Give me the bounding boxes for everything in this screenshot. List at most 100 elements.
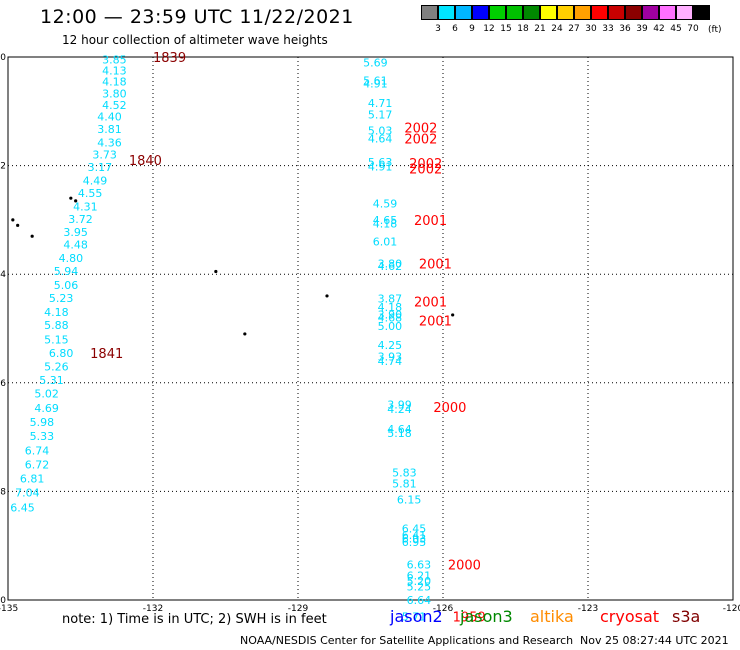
wave-height-label: 5.17 bbox=[368, 109, 393, 122]
x-tick-label: -123 bbox=[578, 604, 598, 614]
scale-label: 30 bbox=[585, 24, 597, 34]
pass-time-label: 2000 bbox=[433, 401, 466, 416]
wave-height-label: 6.21 bbox=[407, 570, 432, 583]
wave-height-label: 4.65 bbox=[373, 214, 398, 227]
wave-height-label: 5.15 bbox=[44, 333, 69, 346]
pass-time-label: 1959 bbox=[453, 610, 486, 625]
wave-height-label: 6.64 bbox=[407, 594, 432, 607]
wave-height-label: 5.31 bbox=[39, 374, 64, 387]
wave-height-label: 3.90 bbox=[378, 308, 403, 321]
satellite-legend-jason3: jason3 bbox=[460, 607, 513, 626]
island-marker bbox=[69, 196, 73, 200]
pass-time-label: 2002 bbox=[409, 157, 442, 172]
wave-height-label: 4.24 bbox=[387, 403, 412, 416]
wave-height-label: 4.13 bbox=[102, 65, 127, 78]
wave-height-label: 5.23 bbox=[49, 292, 74, 305]
wave-height-label: 4.18 bbox=[44, 306, 69, 319]
wave-height-label: 3.87 bbox=[378, 293, 403, 306]
satellite-legend-cryosat: cryosat bbox=[600, 607, 660, 626]
satellite-legend-jason2: jason2 bbox=[390, 607, 443, 626]
wave-height-label: 4.52 bbox=[102, 99, 127, 112]
wave-height-label: 4.71 bbox=[368, 97, 393, 110]
wave-height-label: 5.83 bbox=[392, 466, 417, 479]
island-marker bbox=[451, 313, 455, 317]
island-marker bbox=[325, 294, 329, 298]
wave-height-label: 5.81 bbox=[392, 477, 417, 490]
wave-height-label: 5.94 bbox=[54, 265, 79, 278]
scale-swatch bbox=[540, 5, 557, 20]
wave-height-label: 6.03 bbox=[402, 533, 427, 546]
scale-label: 33 bbox=[602, 24, 614, 34]
wave-height-label: 3.17 bbox=[88, 161, 113, 174]
wave-height-label: 3.80 bbox=[378, 257, 403, 270]
pass-time-label: 2001 bbox=[414, 295, 447, 310]
island-marker bbox=[74, 199, 78, 203]
wave-height-label: 6.41 bbox=[402, 529, 427, 542]
wave-height-label: 5.88 bbox=[44, 319, 69, 332]
wave-height-label: 4.62 bbox=[378, 260, 403, 273]
y-tick-label: -22 bbox=[0, 162, 6, 172]
y-tick-label: -30 bbox=[0, 596, 6, 606]
scale-label: 36 bbox=[619, 24, 631, 34]
wave-height-label: 4.55 bbox=[78, 187, 103, 200]
wave-height-label: 4.31 bbox=[73, 200, 98, 213]
scale-label: 18 bbox=[517, 24, 529, 34]
scale-swatch bbox=[574, 5, 591, 20]
island-marker bbox=[243, 332, 247, 336]
scale-swatch bbox=[557, 5, 574, 20]
wave-height-label: 6.95 bbox=[402, 536, 427, 549]
island-marker bbox=[30, 234, 34, 238]
scale-label: 24 bbox=[551, 24, 563, 34]
wave-height-label: 4.49 bbox=[83, 174, 108, 187]
wave-height-label: 5.00 bbox=[378, 320, 403, 333]
wave-height-label: 4.36 bbox=[97, 136, 122, 149]
scale-label: 12 bbox=[483, 24, 495, 34]
y-tick-label: -20 bbox=[0, 53, 6, 63]
wave-height-label: 6.45 bbox=[402, 522, 427, 535]
scale-swatch bbox=[472, 5, 489, 20]
wave-height-label: 6.63 bbox=[407, 559, 432, 572]
scale-label: 27 bbox=[568, 24, 580, 34]
wave-height-label: 5.71 bbox=[402, 610, 427, 623]
wave-height-label: 4.18 bbox=[102, 75, 127, 88]
scale-swatch bbox=[693, 5, 710, 20]
scale-swatch bbox=[608, 5, 625, 20]
wave-height-label: 6.74 bbox=[25, 445, 50, 458]
x-tick-label: -132 bbox=[143, 604, 163, 614]
wave-height-label: 5.33 bbox=[30, 430, 55, 443]
island-marker bbox=[16, 223, 20, 227]
scale-swatch bbox=[642, 5, 659, 20]
scale-swatch bbox=[489, 5, 506, 20]
pass-time-label: 2001 bbox=[414, 214, 447, 229]
scale-swatch bbox=[455, 5, 472, 20]
y-tick-label: -24 bbox=[0, 270, 6, 280]
wave-height-label: 5.69 bbox=[363, 56, 388, 69]
x-tick-label: -129 bbox=[288, 604, 309, 614]
wave-height-label: 5.20 bbox=[407, 575, 432, 588]
scale-unit: (ft) bbox=[708, 25, 722, 35]
wave-height-label: 5.25 bbox=[407, 580, 432, 593]
pass-time-label: 1839 bbox=[153, 51, 186, 66]
wave-height-label: 4.48 bbox=[63, 238, 88, 251]
scale-label: 6 bbox=[452, 24, 458, 34]
x-tick-label: -120 bbox=[723, 604, 740, 614]
wave-height-label: 3.93 bbox=[378, 351, 403, 364]
island-marker bbox=[214, 269, 218, 274]
scale-swatch bbox=[523, 5, 540, 20]
wave-height-label: 4.80 bbox=[59, 252, 84, 265]
wave-height-label: 3.72 bbox=[68, 213, 93, 226]
footnote: note: 1) Time is in UTC; 2) SWH is in fe… bbox=[62, 612, 327, 627]
wave-height-label: 5.98 bbox=[30, 416, 55, 429]
wave-height-label: 3.81 bbox=[97, 123, 122, 136]
wave-height-label: 4.25 bbox=[378, 339, 403, 352]
y-tick-label: -26 bbox=[0, 379, 6, 389]
wave-height-label: 4.91 bbox=[363, 78, 388, 91]
wave-height-label: 5.03 bbox=[368, 124, 393, 137]
x-tick-label: -135 bbox=[0, 604, 18, 614]
wave-height-label: 5.63 bbox=[368, 156, 393, 169]
pass-time-label: 2002 bbox=[409, 162, 442, 177]
wave-height-label: 6.81 bbox=[20, 472, 45, 485]
scale-swatch bbox=[659, 5, 676, 20]
chart-title: 12:00 — 23:59 UTC 11/22/2021 bbox=[40, 6, 354, 28]
wave-height-label: 4.68 bbox=[378, 312, 403, 325]
